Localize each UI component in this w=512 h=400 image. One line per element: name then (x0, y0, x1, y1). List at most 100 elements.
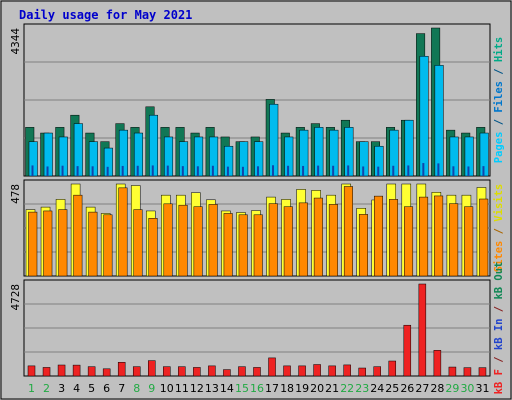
day-label: 17 (265, 382, 279, 395)
bar-pages (226, 166, 229, 176)
day-label: 18 (280, 382, 294, 395)
bar-pages (332, 165, 335, 176)
series-legend: Sites / Visits (493, 184, 505, 273)
legend-item-0: Pages (493, 132, 505, 164)
x-axis-day-labels: 1 2 3 4 5 6 7 8 9 10 11 12 13 14 15 16 17 18 19 20 21 22 23 24 2… (28, 382, 489, 395)
day-label: 31 (475, 382, 489, 395)
day-label: 14 (220, 382, 234, 395)
bar-sites (253, 214, 263, 277)
bar-sites (404, 206, 414, 277)
day-label: 29 (445, 382, 459, 395)
day-label: 7 (118, 382, 125, 395)
bar-kbytes (448, 366, 457, 377)
bar-pages (272, 165, 275, 176)
day-label: 10 (160, 382, 174, 395)
bar-sites (238, 214, 248, 277)
bar-sites (178, 204, 188, 277)
day-label: 28 (430, 382, 444, 395)
day-label: 25 (385, 382, 399, 395)
bar-sites (193, 206, 203, 277)
bar-kbytes (268, 357, 276, 377)
bar-kbytes (132, 366, 141, 377)
bar-pages (467, 166, 470, 176)
day-label: 1 (28, 382, 35, 395)
bar-pages (452, 166, 455, 176)
day-label: 3 (58, 382, 65, 395)
bar-pages (407, 165, 410, 176)
bar-files (434, 65, 444, 177)
bar-sites (343, 186, 353, 277)
bar-sites (58, 209, 68, 277)
day-label: 22 (340, 382, 354, 395)
day-label: 16 (250, 382, 264, 395)
legend-item-0: Sites (493, 241, 505, 273)
bar-pages (347, 165, 350, 176)
bar-pages (136, 165, 139, 176)
bar-pages (166, 165, 169, 176)
bar-pages (241, 166, 244, 176)
bar-kbytes (238, 366, 246, 377)
bar-sites (163, 203, 173, 277)
bar-sites (464, 206, 474, 277)
bar-pages (317, 165, 320, 176)
bar-kbytes (283, 365, 291, 377)
bar-kbytes (193, 367, 201, 377)
bar-sites (103, 214, 113, 277)
bar-sites (373, 195, 383, 277)
bar-pages (76, 166, 79, 176)
bar-pages (437, 163, 440, 176)
bar-kbytes (298, 365, 306, 377)
bar-pages (256, 166, 259, 176)
bar-pages (151, 165, 154, 176)
bar-sites (434, 195, 444, 277)
day-label: 2 (43, 382, 50, 395)
legend-item-1: / (493, 113, 505, 132)
bar-sites (133, 209, 143, 277)
day-label: 27 (415, 382, 429, 395)
bar-sites (419, 196, 429, 277)
day-label: 8 (133, 382, 140, 395)
day-label: 5 (88, 382, 95, 395)
day-label: 15 (235, 382, 249, 395)
bar-sites (208, 204, 218, 277)
bar-pages (61, 165, 64, 176)
bar-kbytes (328, 365, 336, 377)
bar-kbytes (253, 367, 261, 377)
day-label: 21 (325, 382, 339, 395)
bar-pages (31, 165, 34, 176)
legend-item-1: / (493, 350, 505, 369)
y-max-label: 4728 (9, 284, 22, 311)
legend-item-3: / (493, 300, 505, 319)
bar-kbytes (102, 368, 111, 377)
bar-sites (389, 199, 399, 277)
day-label: 23 (355, 382, 369, 395)
chart-panel-1: 4344 Pages / Files / Hits (9, 23, 505, 177)
bar-kbytes (117, 362, 126, 377)
bar-kbytes (72, 364, 81, 377)
day-label: 4 (73, 382, 80, 395)
y-max-label: 4344 (9, 28, 22, 55)
bar-kbytes (478, 367, 487, 377)
bar-pages (211, 165, 214, 176)
bar-pages (362, 166, 365, 176)
bar-kbytes (418, 283, 427, 377)
bar-kbytes (358, 367, 366, 377)
bar-sites (43, 210, 53, 277)
legend-item-2: Files (493, 81, 505, 113)
bar-pages (302, 165, 305, 176)
bar-kbytes (148, 360, 156, 377)
bar-pages (91, 166, 94, 176)
day-label: 24 (370, 382, 384, 395)
bar-sites (328, 204, 338, 277)
bar-pages (422, 163, 425, 176)
bar-sites (283, 206, 293, 277)
bar-kbytes (433, 350, 442, 377)
bar-files (269, 103, 279, 177)
bar-sites (358, 214, 368, 277)
bar-pages (377, 166, 380, 176)
day-label: 11 (175, 382, 189, 395)
bar-kbytes (208, 365, 216, 377)
bar-sites (268, 203, 278, 277)
